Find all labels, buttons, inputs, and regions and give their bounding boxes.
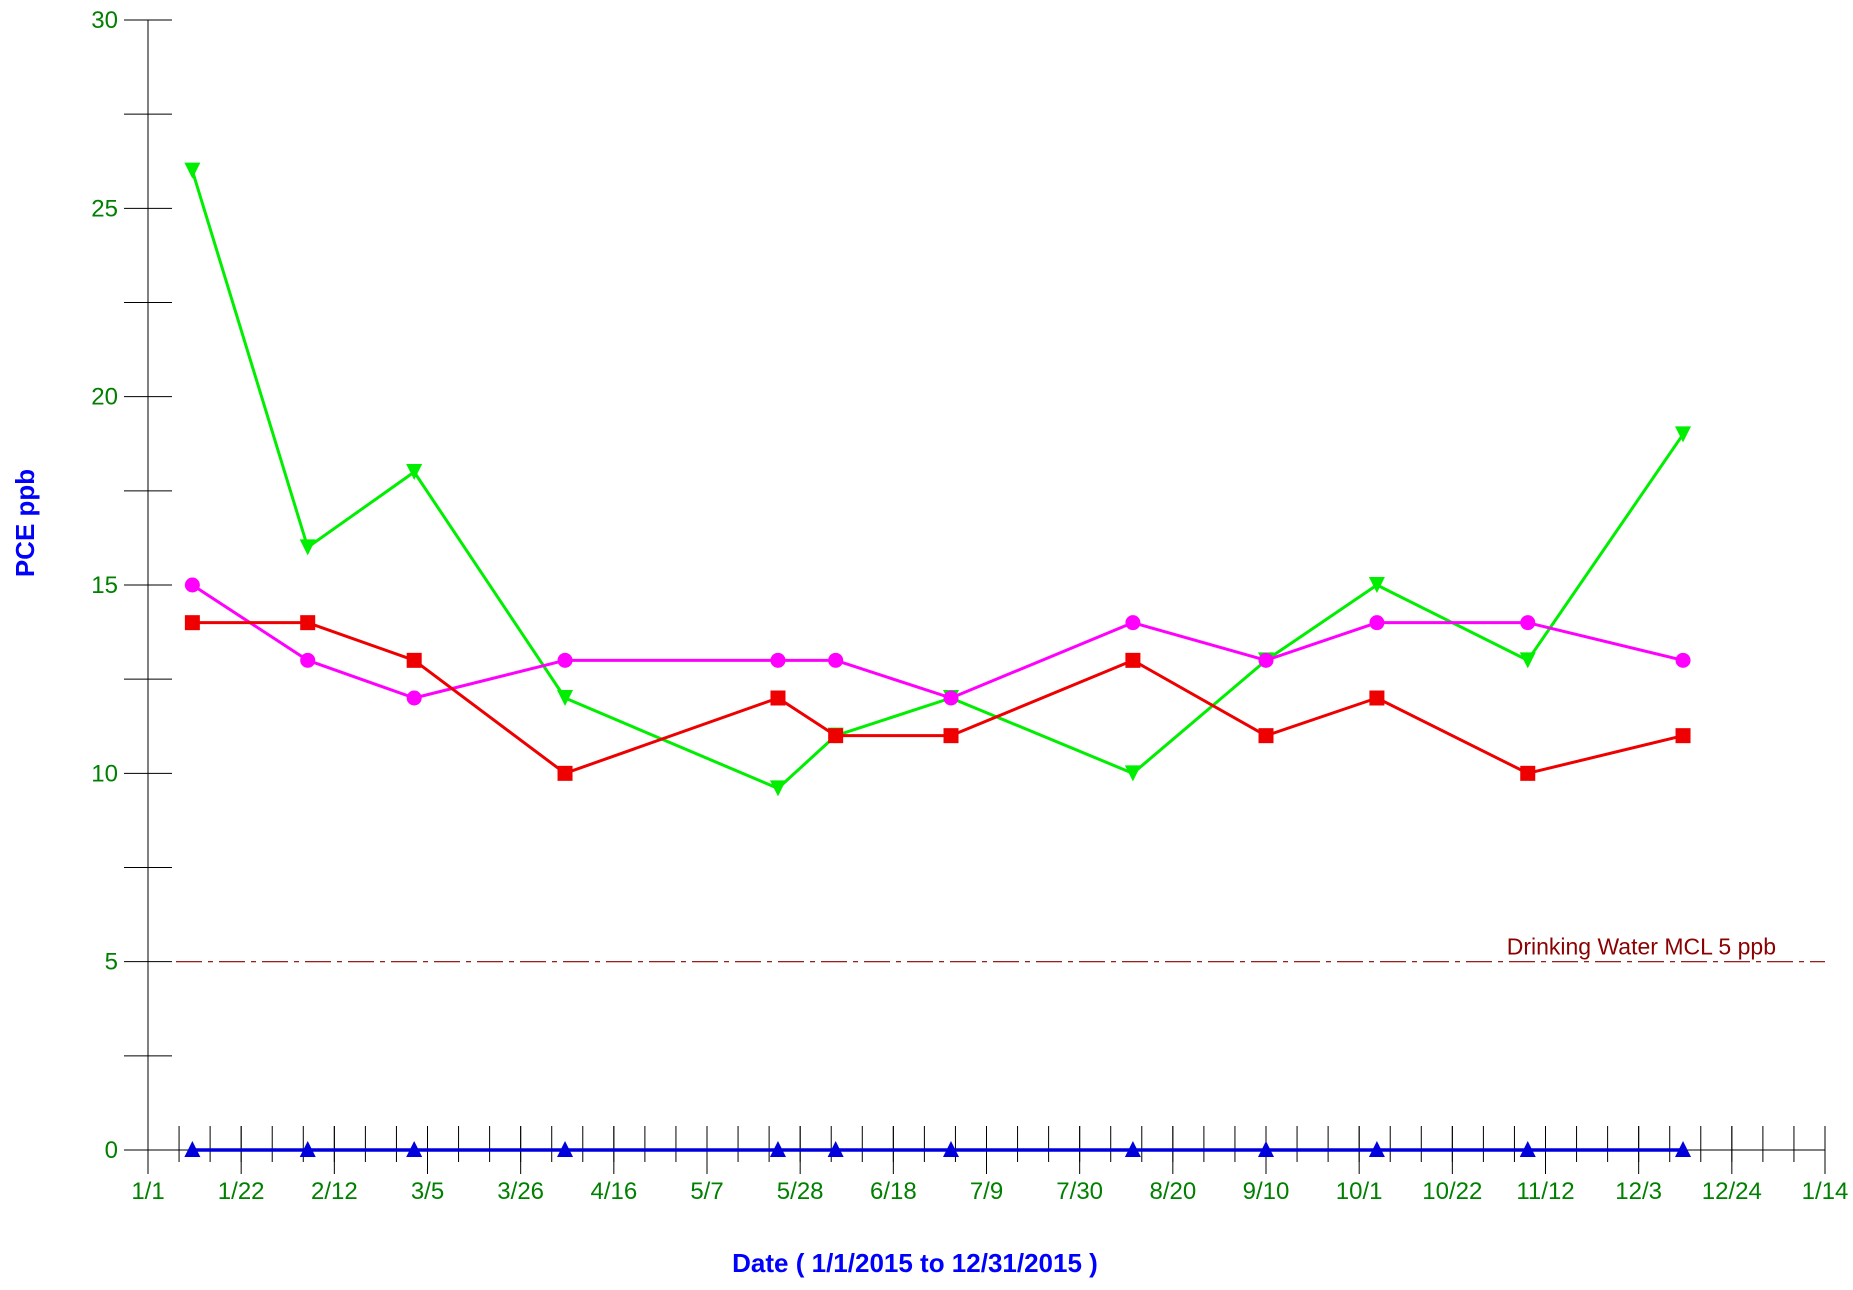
data-point-marker: [1258, 728, 1274, 744]
x-axis-title: Date ( 1/1/2015 to 12/31/2015 ): [732, 1248, 1098, 1278]
data-point-marker: [943, 690, 959, 706]
y-axis-title: PCE ppb: [10, 469, 40, 577]
data-point-marker: [300, 652, 316, 668]
x-tick-label: 7/9: [970, 1178, 1003, 1205]
data-point-marker: [943, 728, 959, 744]
data-point-marker: [1519, 1141, 1536, 1157]
x-tick-label: 3/26: [497, 1178, 544, 1205]
x-tick-label: 10/22: [1422, 1178, 1482, 1205]
data-point-marker: [1675, 426, 1692, 443]
x-tick-label: 1/1: [131, 1178, 164, 1205]
data-point-marker: [184, 615, 200, 631]
data-point-marker: [1519, 652, 1536, 669]
y-tick-label: 30: [91, 7, 118, 34]
x-tick-label: 12/24: [1702, 1178, 1762, 1205]
x-tick-label: 2/12: [311, 1178, 358, 1205]
x-tick-label: 7/30: [1056, 1178, 1103, 1205]
data-point-marker: [184, 577, 200, 593]
data-point-marker: [943, 1141, 960, 1157]
data-point-marker: [769, 1141, 786, 1157]
data-point-marker: [1124, 765, 1141, 782]
x-tick-label: 5/28: [777, 1178, 824, 1205]
data-point-marker: [827, 1141, 844, 1157]
data-point-marker: [828, 728, 844, 744]
data-point-marker: [1520, 765, 1536, 781]
data-point-marker: [1675, 1141, 1692, 1157]
data-point-marker: [406, 464, 423, 480]
data-point-marker: [770, 652, 786, 668]
tick-labels-group: 0 5 10 15 20 25 30 1/1 1/22 2/12 3/5 3/26 4/16 5/7 5/2…: [91, 7, 1848, 1205]
data-point-marker: [828, 652, 844, 668]
data-point-marker: [406, 652, 422, 668]
series-2-line: [192, 621, 1684, 775]
data-point-marker: [557, 1141, 574, 1157]
data-point-marker: [299, 539, 316, 556]
x-tick-label: 1/14: [1802, 1178, 1849, 1205]
y-tick-label: 20: [91, 384, 118, 411]
data-point-marker: [184, 162, 201, 179]
series-2-group: [184, 615, 1691, 781]
x-tick-label: 8/20: [1149, 1178, 1196, 1205]
x-tick-label: 12/3: [1615, 1178, 1662, 1205]
x-tick-label: 9/10: [1243, 1178, 1290, 1205]
data-point-marker: [1369, 615, 1385, 631]
x-tick-label: 1/22: [218, 1178, 265, 1205]
series-group: [184, 162, 1692, 1157]
x-tick-label: 6/18: [870, 1178, 917, 1205]
y-tick-label: 0: [105, 1137, 118, 1164]
data-point-marker: [1675, 652, 1691, 668]
data-point-marker: [1124, 1141, 1141, 1157]
data-point-marker: [1520, 615, 1536, 631]
data-point-marker: [1368, 1141, 1385, 1157]
series-0-group: [184, 162, 1692, 797]
y-tick-label: 15: [91, 572, 118, 599]
data-point-marker: [300, 615, 316, 631]
data-point-marker: [1369, 690, 1385, 706]
data-point-marker: [1258, 652, 1274, 668]
data-point-marker: [557, 690, 574, 706]
y-tick-label: 10: [91, 760, 118, 787]
data-point-marker: [769, 780, 786, 797]
data-point-marker: [557, 652, 573, 668]
data-point-marker: [1675, 728, 1691, 744]
y-tick-label: 25: [91, 195, 118, 222]
data-point-marker: [406, 690, 422, 706]
data-point-marker: [1125, 615, 1141, 631]
data-point-marker: [406, 1141, 423, 1157]
data-point-marker: [299, 1141, 316, 1157]
data-point-marker: [1125, 652, 1141, 668]
x-tick-label: 3/5: [411, 1178, 444, 1205]
axes-group: [147, 20, 1825, 1151]
data-point-marker: [770, 690, 786, 706]
data-point-marker: [1258, 1141, 1274, 1157]
mcl-reference-label: Drinking Water MCL 5 ppb: [1507, 934, 1776, 960]
x-tick-label: 5/7: [690, 1178, 723, 1205]
series-3-group: [184, 1141, 1692, 1157]
x-tick-label: 4/16: [590, 1178, 637, 1205]
series-1-group: [184, 577, 1691, 706]
data-point-marker: [1368, 577, 1385, 593]
x-tick-label: 11/12: [1516, 1178, 1574, 1205]
series-0-line: [190, 170, 1685, 790]
data-point-marker: [557, 765, 573, 781]
reference-lines-group: Drinking Water MCL 5 ppb: [176, 934, 1825, 963]
y-tick-label: 5: [105, 949, 118, 976]
x-tick-label: 10/1: [1336, 1178, 1383, 1205]
series-1-line: [191, 583, 1684, 700]
data-point-marker: [184, 1141, 201, 1157]
